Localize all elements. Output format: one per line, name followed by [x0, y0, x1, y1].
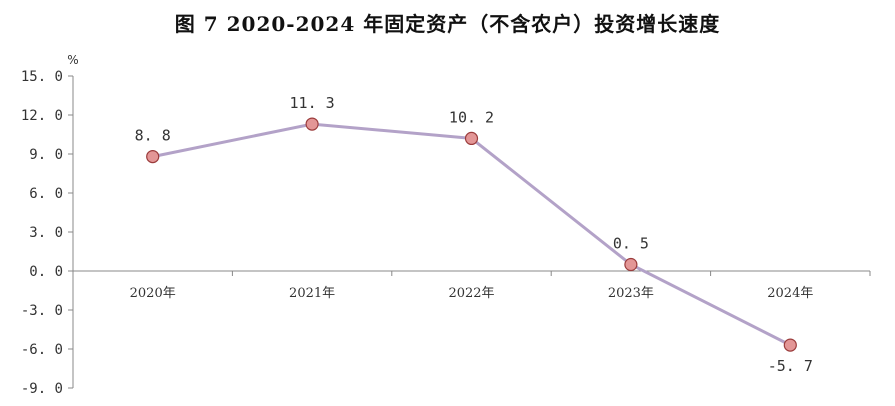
y-tick-label: 0. 0 — [29, 264, 63, 280]
data-point — [624, 257, 638, 272]
data-point — [305, 117, 319, 131]
y-tick-label: 15. 0 — [21, 69, 63, 85]
data-point — [464, 131, 479, 145]
y-tick-label: -3. 0 — [21, 303, 63, 319]
x-tick-label: 2023年 — [608, 286, 654, 301]
data-label: -5. 7 — [768, 357, 813, 375]
data-label: 0. 5 — [613, 235, 649, 253]
y-tick-label: 9. 0 — [29, 147, 63, 163]
y-tick-label: 6. 0 — [29, 186, 63, 202]
data-label: 8. 8 — [135, 127, 171, 145]
y-axis-unit-label: % — [67, 53, 78, 67]
series-line — [152, 122, 791, 347]
data-point — [783, 338, 797, 352]
x-tick-label: 2024年 — [767, 286, 813, 301]
y-tick-label: 12. 0 — [21, 108, 63, 124]
y-tick-label: -6. 0 — [21, 342, 63, 358]
chart-title: 图 7 2020-2024 年固定资产（不含农户）投资增长速度 — [174, 12, 721, 36]
data-point — [146, 150, 160, 164]
x-tick-label: 2021年 — [289, 286, 335, 301]
x-tick-label: 2022年 — [448, 286, 494, 301]
y-tick-label: -9. 0 — [21, 381, 63, 397]
data-label: 11. 3 — [290, 94, 335, 112]
data-label: 10. 2 — [449, 108, 494, 126]
y-tick-label: 3. 0 — [29, 225, 63, 241]
x-tick-label: 2020年 — [130, 286, 176, 301]
